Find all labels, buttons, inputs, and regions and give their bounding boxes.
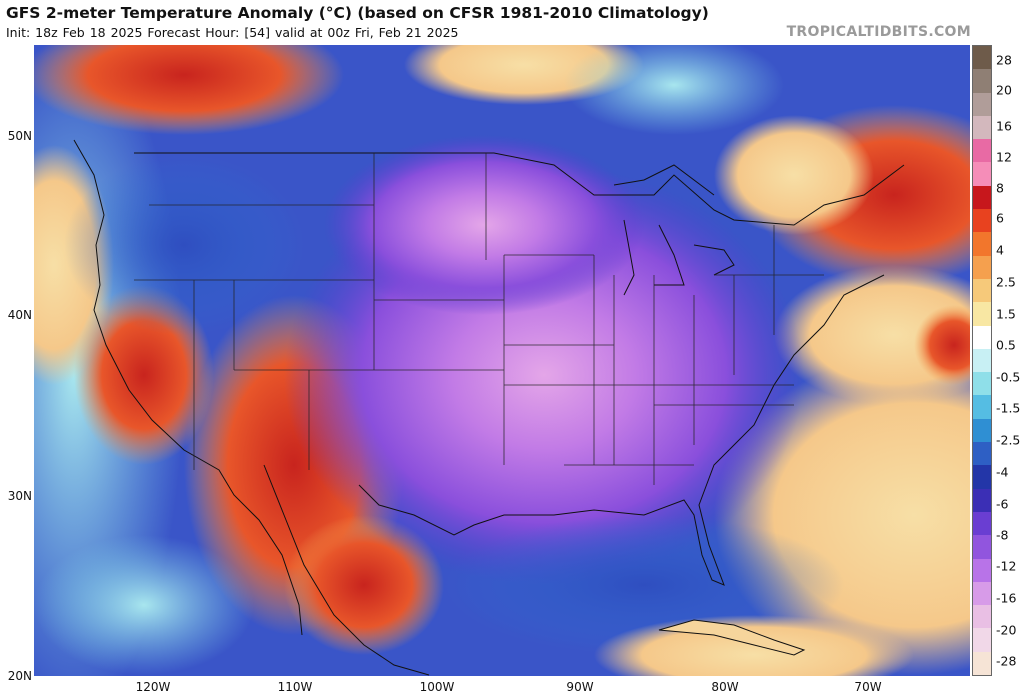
colorbar-swatch <box>973 511 991 536</box>
colorbar-label: 6 <box>996 210 1004 226</box>
lat-label-20n: 20N <box>7 669 32 683</box>
temperature-anomaly-map <box>34 45 970 676</box>
colorbar-label: -4 <box>996 464 1009 480</box>
colorbar-swatch <box>973 139 991 163</box>
colorbar-swatch <box>973 255 991 280</box>
forecast-info: Init: 18z Feb 18 2025 Forecast Hour: [54… <box>6 25 459 40</box>
colorbar-swatch <box>973 372 991 396</box>
colorbar-swatch <box>973 232 991 257</box>
colorbar-swatch <box>973 348 991 373</box>
colorbar-label: -28 <box>996 653 1017 669</box>
colorbar-swatch <box>973 651 991 676</box>
colorbar-label: -20 <box>996 622 1017 638</box>
colorbar-swatch <box>973 92 991 117</box>
colorbar-label: 4 <box>996 242 1004 258</box>
lon-label-100w: 100W <box>419 680 455 694</box>
colorbar-label: -6 <box>996 496 1009 512</box>
colorbar-swatch <box>973 69 991 94</box>
colorbar-label: -0.5 <box>996 369 1021 385</box>
colorbar-label: 16 <box>996 118 1012 134</box>
colorbar-label: -16 <box>996 590 1017 606</box>
colorbar-swatch <box>973 162 991 187</box>
colorbar-label: -2.5 <box>996 432 1021 448</box>
colorbar-swatch <box>973 488 991 513</box>
colorbar-label: 8 <box>996 180 1004 196</box>
colorbar-label: 28 <box>996 52 1012 68</box>
colorbar-label: -1.5 <box>996 400 1021 416</box>
colorbar-label: 20 <box>996 82 1012 98</box>
lat-label-50n: 50N <box>7 129 32 143</box>
colorbar-label: 12 <box>996 149 1012 165</box>
lon-label-120w: 120W <box>135 680 171 694</box>
lat-label-40n: 40N <box>7 308 32 322</box>
lon-label-80w: 80W <box>711 680 739 694</box>
lon-label-70w: 70W <box>854 680 882 694</box>
colorbar-swatch <box>973 185 991 210</box>
colorbar-swatch <box>973 325 991 350</box>
colorbar-swatch <box>973 418 991 443</box>
colorbar <box>972 45 992 676</box>
anomaly-field <box>34 45 970 676</box>
colorbar-swatch <box>973 628 991 653</box>
colorbar-swatch <box>973 115 991 140</box>
colorbar-swatch <box>973 46 991 70</box>
colorbar-swatch <box>973 209 991 233</box>
lat-label-30n: 30N <box>7 489 32 503</box>
colorbar-label: -12 <box>996 558 1017 574</box>
colorbar-swatch <box>973 465 991 490</box>
lon-label-110w: 110W <box>277 680 313 694</box>
colorbar-swatch <box>973 278 991 303</box>
colorbar-label: 0.5 <box>996 337 1016 353</box>
colorbar-swatch <box>973 605 991 629</box>
colorbar-swatch <box>973 442 991 466</box>
map-title: GFS 2-meter Temperature Anomaly (°C) (ba… <box>6 4 709 22</box>
colorbar-label: 1.5 <box>996 306 1016 322</box>
colorbar-swatch <box>973 395 991 420</box>
colorbar-swatch <box>973 558 991 583</box>
colorbar-swatch <box>973 581 991 606</box>
colorbar-label: 2.5 <box>996 274 1016 290</box>
colorbar-swatch <box>973 535 991 559</box>
colorbar-label: -8 <box>996 527 1009 543</box>
colorbar-swatch <box>973 302 991 327</box>
lon-label-90w: 90W <box>566 680 594 694</box>
source-watermark: TROPICALTIDBITS.COM <box>786 24 971 40</box>
